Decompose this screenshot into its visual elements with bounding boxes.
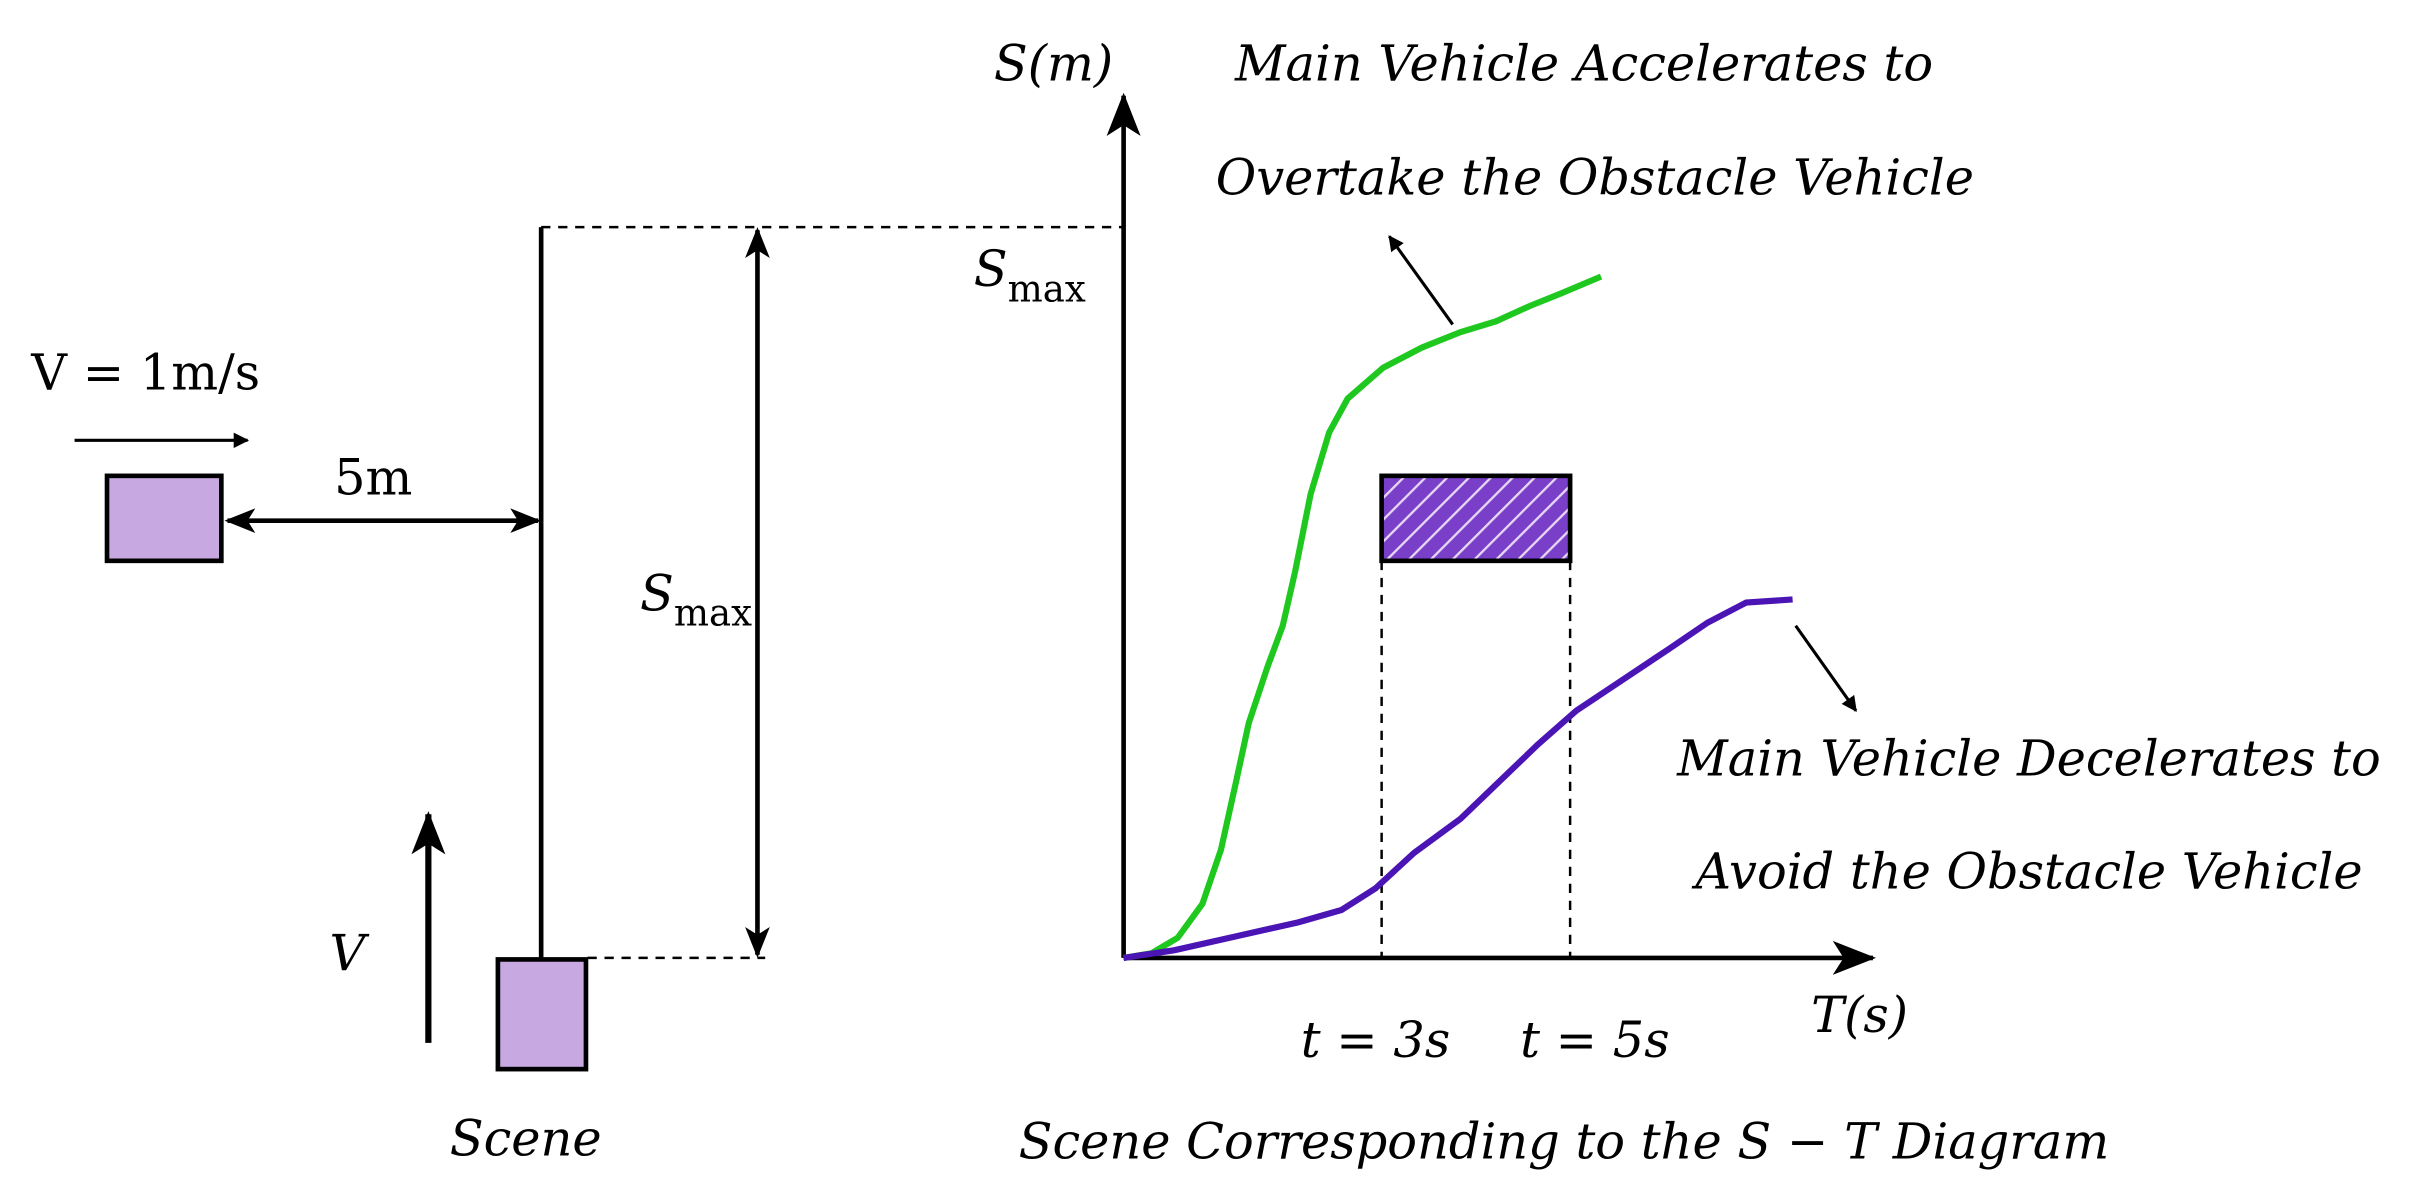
y-max-main: S xyxy=(974,240,1008,298)
range-label: Smax xyxy=(640,564,752,634)
velocity-label: V xyxy=(329,924,369,982)
scene-caption: Scene xyxy=(450,1110,602,1168)
y-max-label: Smax xyxy=(974,240,1086,310)
decelerate-curve xyxy=(1123,596,1793,961)
left-scene: V = 1m/s 5m Smax V Scene xyxy=(30,225,1124,1168)
annotation-line: Main Vehicle Decelerates to xyxy=(1676,730,2381,788)
gap-label: 5m xyxy=(334,448,412,506)
diagram-caption: Scene Corresponding to the S − T Diagram xyxy=(1019,1113,2110,1171)
annotation-line: Main Vehicle Accelerates to xyxy=(1234,34,1933,92)
y-axis-label: S(m) xyxy=(994,34,1113,92)
annotation-line: Overtake the Obstacle Vehicle xyxy=(1216,149,1974,207)
annotation-line: Avoid the Obstacle Vehicle xyxy=(1691,842,2362,900)
time-label: t = 5s xyxy=(1520,1011,1670,1069)
st-diagram: S(m) T(s) Smax Main Vehicle Accelerates … xyxy=(974,34,2381,1170)
accelerate-curve xyxy=(1123,273,1603,961)
time-label: t = 3s xyxy=(1301,1011,1451,1069)
range-main: S xyxy=(640,564,674,622)
annotation-arrow xyxy=(1794,624,1858,712)
x-axis-label: T(s) xyxy=(1811,986,1908,1044)
speed-label: V = 1m/s xyxy=(30,343,260,401)
main-vehicle xyxy=(495,957,589,1072)
range-sub: max xyxy=(674,592,752,635)
y-max-sub: max xyxy=(1008,267,1086,310)
obstacle-region xyxy=(1379,473,1573,564)
annotation-arrow xyxy=(1388,235,1454,326)
obstacle-vehicle xyxy=(104,473,224,564)
